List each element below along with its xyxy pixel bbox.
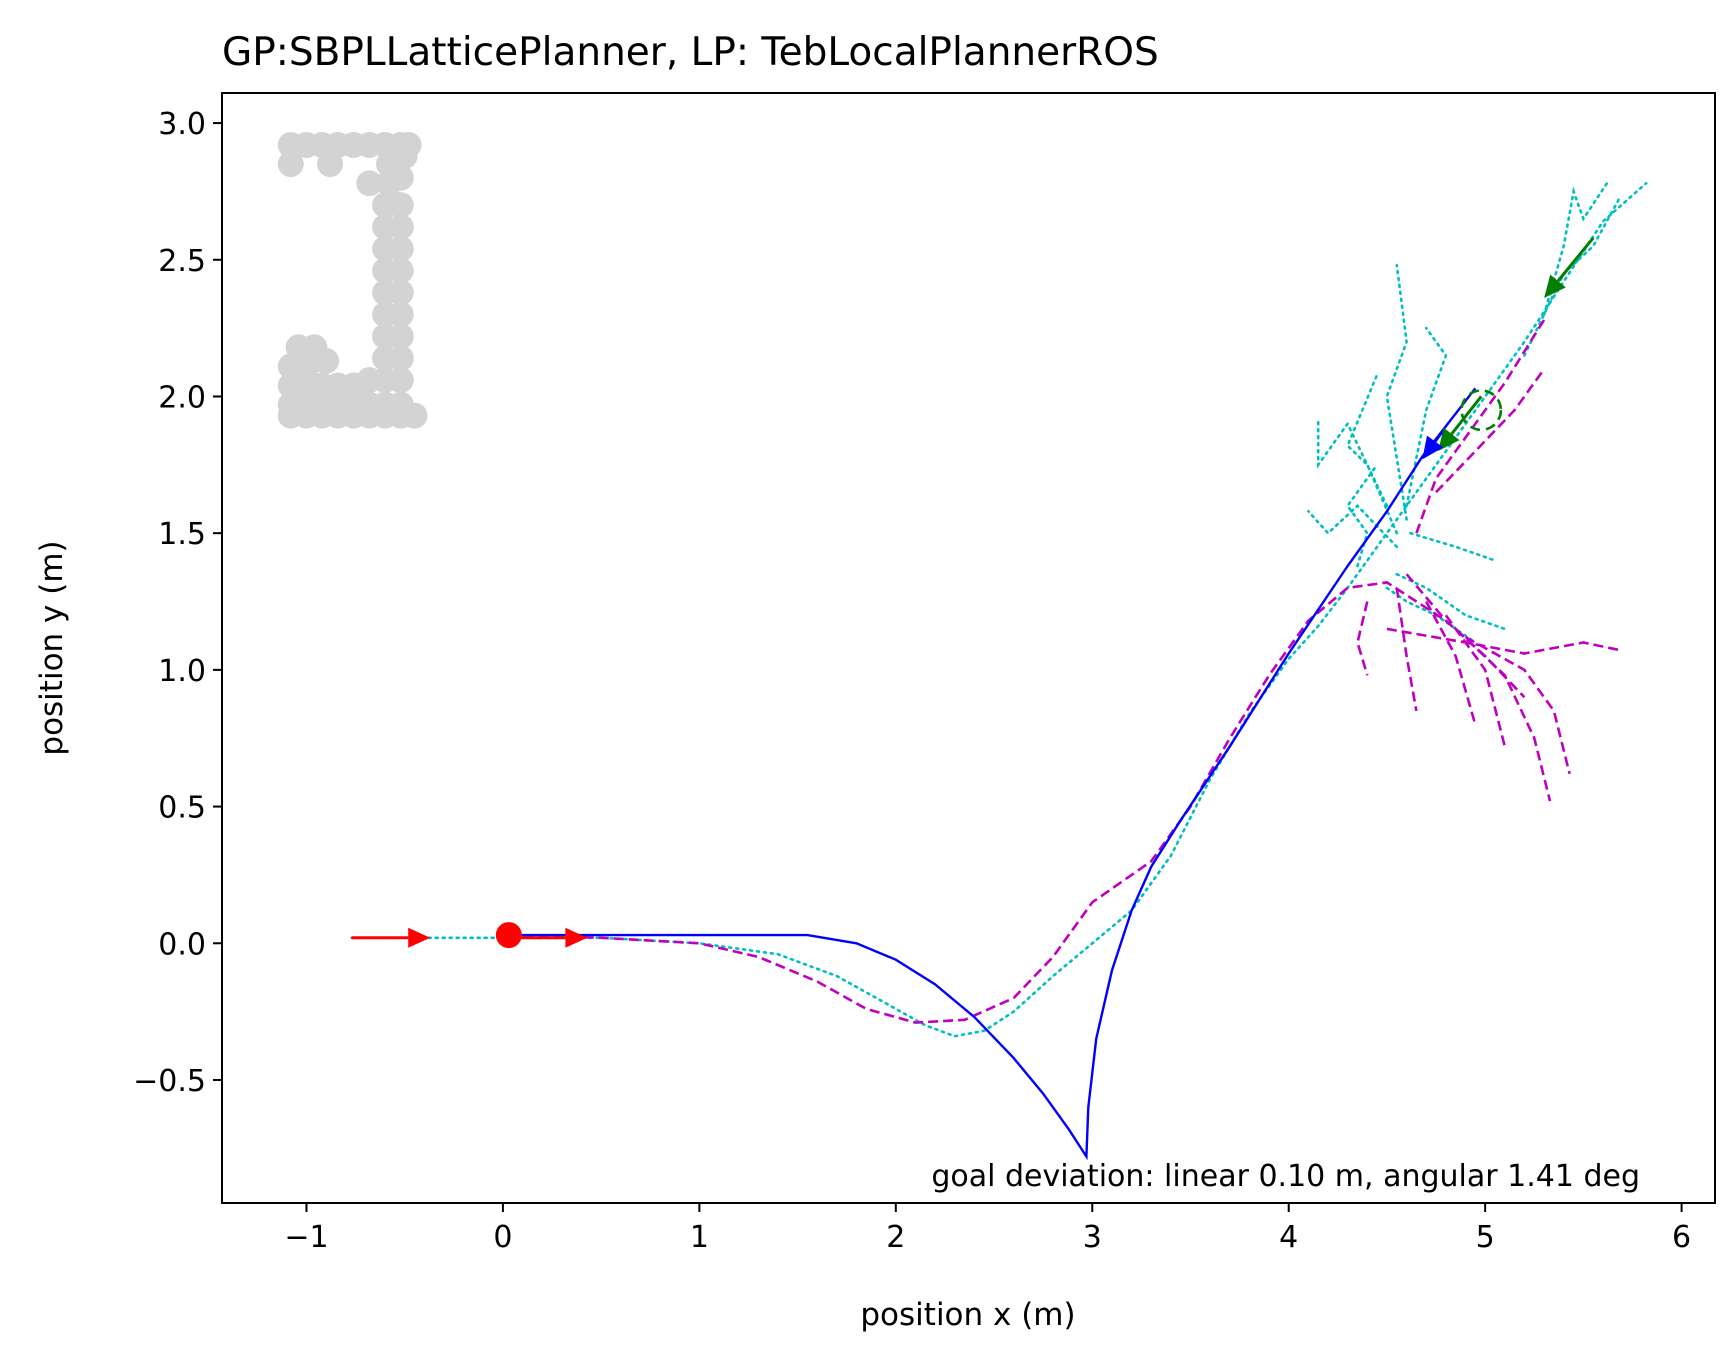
local-plan-line bbox=[1386, 627, 1623, 655]
obstacle-point bbox=[387, 301, 414, 328]
y-tick-label: −0.5 bbox=[133, 1064, 206, 1099]
final-pose-arrow bbox=[1422, 431, 1444, 460]
obstacle-point bbox=[317, 151, 344, 178]
goal-deviation-annotation: goal deviation: linear 0.10 m, angular 1… bbox=[931, 1159, 1640, 1194]
x-tick-label: 1 bbox=[690, 1220, 709, 1255]
robot-path-segment bbox=[1385, 263, 1408, 521]
final-pose-arrow-shaft bbox=[1433, 431, 1444, 443]
start-arrow bbox=[351, 927, 431, 948]
chart-title: GP:SBPLLatticePlanner, LP: TebLocalPlann… bbox=[222, 30, 1159, 75]
local-plan-line bbox=[1464, 635, 1571, 775]
obstacle-point bbox=[387, 192, 414, 219]
obstacle-point bbox=[277, 151, 304, 178]
local-plan-line bbox=[1405, 573, 1526, 699]
obstacle-point bbox=[313, 347, 340, 374]
plot-area bbox=[277, 131, 1648, 1161]
local-plan-line bbox=[1395, 587, 1418, 712]
local-plan-line bbox=[1415, 319, 1546, 534]
local-plan-line bbox=[508, 581, 1447, 1024]
y-tick-label: 1.0 bbox=[158, 654, 206, 689]
start-arrow-head bbox=[565, 927, 588, 948]
plot-frame bbox=[221, 92, 1716, 1204]
obstacle-point bbox=[387, 235, 414, 262]
obstacle-point bbox=[387, 213, 414, 240]
x-tick-label: 6 bbox=[1672, 1220, 1691, 1255]
obstacle-point bbox=[387, 257, 414, 284]
goal-arrow-head bbox=[1544, 274, 1566, 299]
y-tick-label: 0.0 bbox=[158, 927, 206, 962]
x-tick-label: 3 bbox=[1083, 1220, 1102, 1255]
robot-path-segment bbox=[1523, 198, 1620, 357]
local-plan-line bbox=[1425, 600, 1477, 725]
final-pose-arrow-head bbox=[1422, 435, 1444, 460]
robot-path-segment bbox=[1345, 463, 1379, 568]
x-tick-label: 5 bbox=[1476, 1220, 1495, 1255]
obstacle-point bbox=[401, 402, 428, 429]
robot-path-segment bbox=[1542, 181, 1609, 316]
goal-arrow bbox=[1438, 395, 1483, 452]
goal-arrow-shaft bbox=[1556, 236, 1595, 282]
y-tick-label: 1.5 bbox=[158, 517, 206, 552]
robot-path-segment bbox=[1346, 373, 1399, 535]
y-tick-label: 0.5 bbox=[158, 791, 206, 826]
robot-path-segment bbox=[1409, 531, 1497, 562]
local-plan-line bbox=[1435, 368, 1546, 494]
x-tick-label: 0 bbox=[493, 1220, 512, 1255]
y-tick-label: 3.0 bbox=[158, 107, 206, 142]
obstacle-point bbox=[391, 142, 418, 169]
global-plan-line bbox=[508, 387, 1477, 1161]
robot-path-segment bbox=[1405, 326, 1448, 508]
axes: −1 0 1 2 3 4 5 6 −0.5 0.0 0.5 1.0 1.5 2.0 2.5 3.0 bbox=[133, 107, 1691, 1255]
obstacle-point bbox=[387, 279, 414, 306]
x-axis-label: position x (m) bbox=[860, 1297, 1075, 1333]
obstacle-point bbox=[387, 164, 414, 191]
local-plan-line bbox=[1356, 601, 1369, 676]
y-tick-label: 2.5 bbox=[158, 244, 206, 279]
obstacle-point bbox=[387, 367, 414, 394]
x-tick-label: 4 bbox=[1279, 1220, 1298, 1255]
obstacle-point bbox=[387, 323, 414, 350]
obstacle-point bbox=[387, 345, 414, 372]
goal-arrow-head bbox=[1438, 427, 1460, 452]
x-tick-label: −1 bbox=[284, 1220, 328, 1255]
y-tick-label: 2.0 bbox=[158, 380, 206, 415]
goal-arrow-shaft bbox=[1450, 395, 1483, 435]
goal-arrow bbox=[1544, 236, 1595, 299]
obstacle-point bbox=[293, 353, 320, 380]
start-arrow-head bbox=[408, 927, 431, 948]
start-marker bbox=[495, 922, 522, 949]
x-tick-label: 2 bbox=[886, 1220, 905, 1255]
obstacle-point bbox=[356, 170, 383, 197]
y-axis-label: position y (m) bbox=[34, 540, 70, 755]
